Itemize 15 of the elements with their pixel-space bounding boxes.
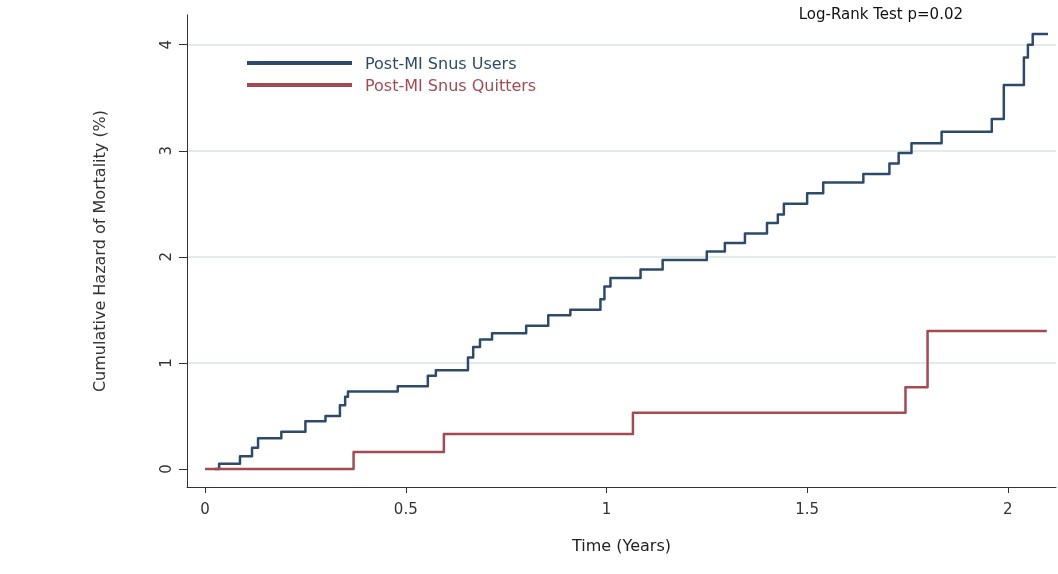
y-axis-title: Cumulative Hazard of Mortality (%) — [89, 109, 109, 393]
x-tick-label: 1.5 — [795, 499, 820, 518]
x-axis-title: Time (Years) — [571, 535, 671, 555]
x-tick-label: 1 — [601, 499, 612, 518]
text: Post-MI Snus Users — [365, 53, 517, 73]
x-tick-label: 0 — [200, 499, 210, 518]
text: Post-MI Snus Quitters — [365, 75, 537, 95]
y-tick-label: 2 — [156, 252, 175, 262]
x-tick-label: 0.5 — [393, 499, 418, 518]
y-tick-label: 4 — [156, 39, 175, 50]
annotation: Log-Rank Test p=0.02 — [798, 4, 963, 23]
y-tick-label: 1 — [156, 358, 175, 368]
y-tick-label: 0 — [156, 464, 175, 474]
x-tick-label: 2 — [1003, 499, 1013, 518]
y-tick-label: 3 — [156, 145, 175, 156]
